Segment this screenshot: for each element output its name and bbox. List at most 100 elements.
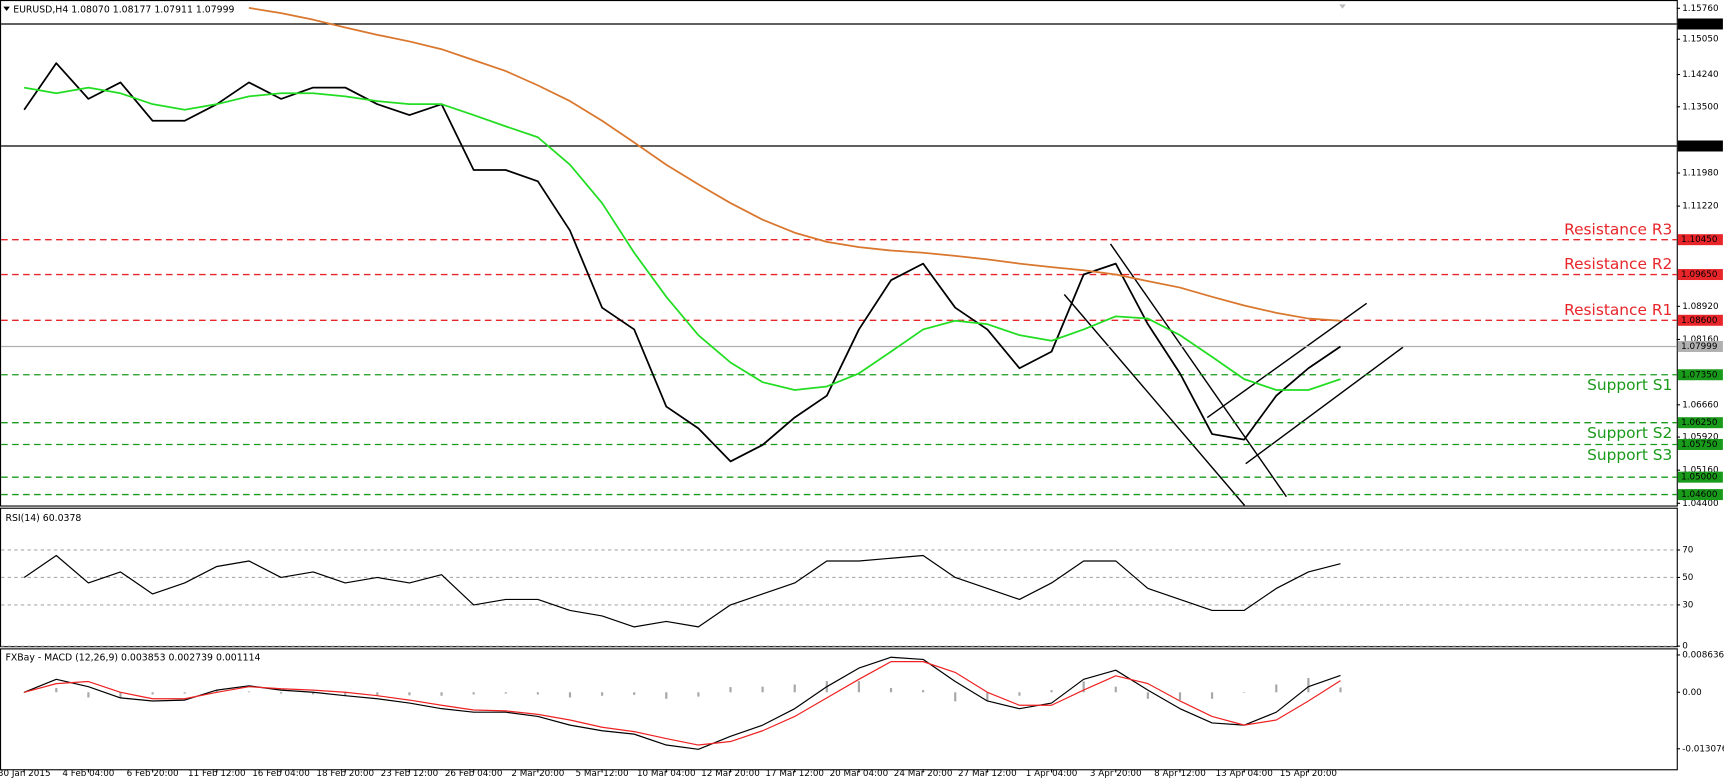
y-tick-label: 1.08920 — [1682, 302, 1718, 312]
level-label: 1.07999 — [1681, 342, 1717, 352]
y-tick-label: 30 — [1682, 600, 1693, 610]
histogram-bar — [1178, 692, 1182, 701]
histogram-bar — [215, 690, 218, 693]
y-tick-label: 1.04400 — [1682, 499, 1718, 509]
level-box — [1677, 417, 1723, 429]
histogram-bar — [857, 681, 861, 693]
y-tick-label: 0.00 — [1682, 688, 1702, 698]
x-tick-label: 26 Feb 04:00 — [445, 769, 503, 778]
x-tick-label: 18 Feb 20:00 — [316, 769, 374, 778]
rsi-header: RSI(14) 60.0378 — [5, 513, 81, 524]
channel-line — [1063, 294, 1246, 506]
histogram-bar — [793, 684, 796, 693]
level-box — [1677, 438, 1723, 450]
histogram-bar — [889, 687, 893, 693]
histogram-bar — [1018, 692, 1021, 696]
line-series — [23, 656, 1341, 750]
level-box — [1677, 489, 1723, 501]
histogram-bar — [1146, 692, 1149, 699]
level-label: 1.12600 — [1681, 141, 1717, 151]
y-tick-label: 1.06660 — [1682, 400, 1718, 410]
y-tick-label: 0 — [1682, 642, 1688, 652]
x-tick-label: 5 Mar 12:00 — [576, 769, 629, 778]
histogram-bar — [183, 692, 186, 694]
histogram-bar — [472, 692, 475, 695]
histogram-bar — [922, 690, 925, 693]
histogram-bar — [729, 687, 732, 693]
x-tick-label: 27 Mar 12:00 — [958, 769, 1017, 778]
histogram-bar — [536, 692, 539, 695]
level-name: Support S3 — [1587, 446, 1672, 464]
y-tick-label: 1.05920 — [1682, 433, 1718, 443]
y-tick-label: 0.008636 — [1682, 650, 1724, 660]
histogram-bar — [1210, 692, 1214, 699]
menu-arrow — [3, 6, 10, 11]
level-box — [1677, 234, 1723, 246]
histogram-bar — [665, 692, 668, 699]
histogram-bar — [247, 691, 251, 693]
histogram-bar — [87, 692, 90, 698]
level-box — [1677, 314, 1723, 326]
histogram-bar — [633, 692, 636, 695]
channel-line — [1206, 302, 1368, 419]
level-box — [1677, 18, 1723, 30]
y-tick-label: 1.15760 — [1682, 4, 1718, 14]
x-tick-label: 2 Mar 20:00 — [511, 769, 564, 778]
y-tick-label: 1.05160 — [1682, 466, 1718, 476]
histogram-bar — [151, 692, 154, 695]
histogram-bar — [1082, 681, 1085, 693]
histogram-bar — [1275, 684, 1278, 693]
histogram-bar — [600, 692, 604, 696]
histogram-bar — [697, 692, 700, 697]
level-box — [1677, 369, 1723, 381]
x-tick-label: 20 Mar 04:00 — [830, 769, 889, 778]
level-label: 1.04600 — [1681, 490, 1717, 500]
x-tick-label: 12 Mar 20:00 — [701, 769, 760, 778]
level-label: 1.08600 — [1681, 316, 1717, 326]
line-series — [23, 554, 1341, 628]
level-label: 1.15400 — [1681, 19, 1717, 29]
x-tick-label: 13 Apr 04:00 — [1216, 769, 1273, 778]
y-tick-label: 70 — [1682, 545, 1693, 555]
x-tick-label: 8 Apr 12:00 — [1154, 769, 1206, 778]
scroll-marker — [1339, 4, 1346, 9]
x-tick-label: 15 Apr 20:00 — [1280, 769, 1337, 778]
y-tick-label: 1.15050 — [1682, 35, 1718, 45]
histogram-bar — [55, 687, 58, 693]
histogram-bar — [23, 692, 26, 693]
level-box — [1677, 140, 1723, 152]
line-series — [24, 661, 1341, 746]
y-tick-label: 1.14240 — [1682, 70, 1718, 80]
level-name: Support S2 — [1587, 424, 1672, 442]
histogram-bar — [1339, 687, 1342, 693]
y-tick-label: 50 — [1682, 573, 1693, 583]
histogram-bar — [1114, 686, 1117, 693]
level-name: Support S1 — [1587, 376, 1672, 394]
histogram-bar — [954, 692, 957, 702]
histogram-bar — [761, 686, 764, 693]
x-tick-label: 1 Apr 04:00 — [1026, 769, 1078, 778]
x-tick-label: 23 Feb 12:00 — [381, 769, 439, 778]
x-tick-label: 16 Feb 04:00 — [252, 769, 310, 778]
histogram-bar — [312, 692, 315, 695]
x-tick-label: 11 Feb 12:00 — [188, 769, 246, 778]
histogram-bar — [504, 692, 507, 694]
macd-header: FXBay - MACD (12,26,9) 0.003853 0.002739… — [5, 653, 260, 664]
histogram-bar — [279, 692, 283, 694]
level-name: Resistance R1 — [1564, 301, 1672, 319]
histogram-bar — [119, 692, 122, 698]
macd-panel — [0, 648, 1678, 771]
histogram-bar — [344, 692, 347, 696]
y-tick-label: 1.11980 — [1682, 169, 1718, 179]
level-name: Resistance R2 — [1564, 255, 1672, 273]
level-box — [1677, 269, 1723, 281]
level-label: 1.10450 — [1681, 235, 1717, 245]
x-tick-label: 10 Mar 04:00 — [637, 769, 696, 778]
y-tick-label: 1.11220 — [1682, 202, 1718, 212]
level-label: 1.06250 — [1681, 418, 1717, 428]
histogram-bar — [440, 692, 443, 696]
y-tick-label: 1.13500 — [1682, 102, 1718, 112]
level-label: 1.07350 — [1681, 370, 1717, 380]
